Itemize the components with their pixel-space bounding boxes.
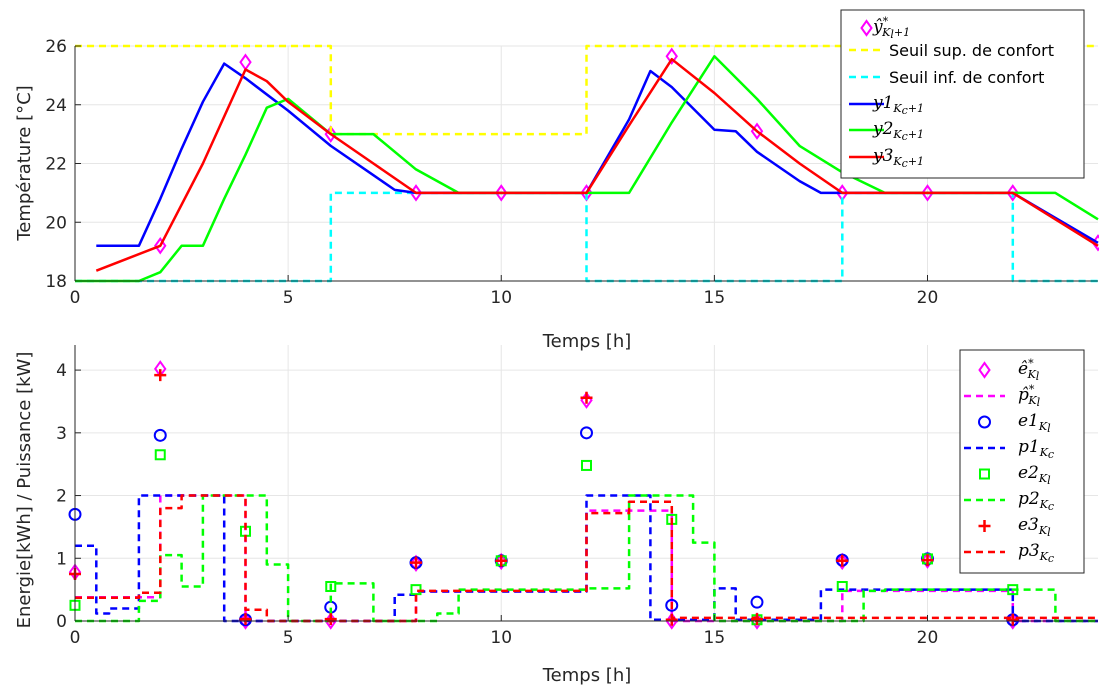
temp-y-tick-label: 22 xyxy=(45,155,67,175)
energy-legend-phat-label: p̂* Kl xyxy=(1018,383,1041,409)
temp-y-tick-label: 18 xyxy=(45,272,67,292)
energy-e2-point xyxy=(154,449,166,461)
energy-legend-e2-label: e2Kl xyxy=(1018,463,1051,487)
energy-e3-point xyxy=(921,554,934,567)
energy-y-tick-label: 2 xyxy=(56,487,67,507)
energy-legend-e3-symbol xyxy=(978,520,991,532)
energy-e1-point xyxy=(750,595,764,609)
temp-yhat-point xyxy=(921,184,934,202)
energy-y-tick-label: 0 xyxy=(56,612,67,632)
temp-y-tick-label: 26 xyxy=(45,37,67,57)
energy-ehat-point xyxy=(409,554,423,573)
temp-legend-y1-label: y1Kc+1 xyxy=(872,93,924,117)
energy-p3-line xyxy=(75,494,1098,623)
energy-e1-point xyxy=(580,426,593,440)
energy-x-tick-label: 10 xyxy=(490,628,512,648)
energy-legend-e3-label: e3Kl xyxy=(1018,515,1051,539)
energy-e3-point xyxy=(580,391,593,404)
energy-ehat-point xyxy=(495,552,508,571)
energy-e3-point xyxy=(1006,613,1019,626)
energy-e3-point xyxy=(324,613,337,626)
energy-ehat-point xyxy=(921,551,934,569)
temp-x-tick-label: 20 xyxy=(917,288,939,308)
temp-x-tick-label: 0 xyxy=(70,288,81,308)
temp-yhat-point xyxy=(495,184,508,202)
energy-x-tick-label: 5 xyxy=(283,628,294,648)
energy-legend-e1-symbol xyxy=(978,415,991,429)
temperature-plot-xlabel: Temps [h] xyxy=(542,331,632,352)
energy-x-tick-label: 15 xyxy=(704,628,726,648)
temp-legend-box xyxy=(840,9,1085,179)
energy-power-plot: 0 5 10 15 20 0 1 2 3 4 ê* Klp̂* Kle1Klp1Kce2Klp2Kce3… xyxy=(56,345,1098,648)
energy-e1-point xyxy=(665,598,679,612)
energy-e2-point xyxy=(836,581,848,592)
energy-e2-point xyxy=(581,459,592,471)
energy-legend-ehat-symbol xyxy=(978,361,991,379)
energy-y-tick-label: 1 xyxy=(56,549,67,569)
energy-legend-p3-label: p3Kc xyxy=(1018,541,1054,565)
energy-legend-p2-label: p2Kc xyxy=(1018,489,1054,513)
energy-e2-point xyxy=(410,584,422,596)
temp-legend-yhat-label: ŷ* Kl+1 xyxy=(872,15,910,41)
energy-legend-p1-label: p1Kc xyxy=(1018,437,1054,461)
energy-e3-point xyxy=(836,554,849,567)
temp-legend-seuil_sup-label: Seuil sup. de confort xyxy=(889,41,1054,60)
temp-y3-line xyxy=(95,57,1099,272)
energy-legend-e2-symbol xyxy=(979,468,990,480)
energy-e2-point xyxy=(325,581,337,592)
energy-e3-point xyxy=(239,613,252,626)
temp-y-tick-label: 24 xyxy=(45,96,67,116)
temp-x-tick-label: 5 xyxy=(283,288,294,308)
energy-x-tick-label: 0 xyxy=(70,628,81,648)
energy-legend-e1-label: e1Kl xyxy=(1018,411,1051,435)
energy-x-tick-label: 20 xyxy=(917,628,939,648)
energy-p1-line xyxy=(75,494,1098,623)
temp-legend-y3-label: y3Kc+1 xyxy=(872,146,924,170)
energy-plot-xlabel: Temps [h] xyxy=(542,665,632,686)
energy-plot-ylabel: Energie[kWh] / Puissance [kW] xyxy=(14,352,35,629)
energy-legend-ehat-label: ê* Kl xyxy=(1018,357,1040,383)
temp-yhat-point xyxy=(1006,184,1019,202)
temp-legend-seuil_inf-label: Seuil inf. de confort xyxy=(889,68,1044,87)
temperature-plot-ylabel: Température [°C] xyxy=(14,85,35,241)
energy-p2-line xyxy=(75,494,1098,623)
energy-y-tick-label: 4 xyxy=(56,361,67,381)
temp-seuil_sup-line xyxy=(75,44,1098,136)
energy-e3-point xyxy=(495,554,508,567)
temp-x-tick-label: 10 xyxy=(490,288,512,308)
energy-y-tick-label: 3 xyxy=(56,424,67,444)
temp-x-tick-label: 15 xyxy=(704,288,726,308)
temp-y-tick-label: 20 xyxy=(45,213,67,233)
energy-e3-markers xyxy=(69,369,1019,626)
temp-yhat-point xyxy=(154,237,167,255)
energy-e1-point xyxy=(153,428,167,442)
temp-legend-yhat-symbol xyxy=(860,19,873,37)
temp-yhat-point xyxy=(665,47,678,66)
energy-e3-point xyxy=(410,556,422,569)
energy-e3-point xyxy=(154,369,167,382)
energy-ehat-point xyxy=(836,552,849,571)
temp-legend-y2-label: y2Kc+1 xyxy=(872,119,924,143)
energy-legend-box xyxy=(959,349,1085,574)
